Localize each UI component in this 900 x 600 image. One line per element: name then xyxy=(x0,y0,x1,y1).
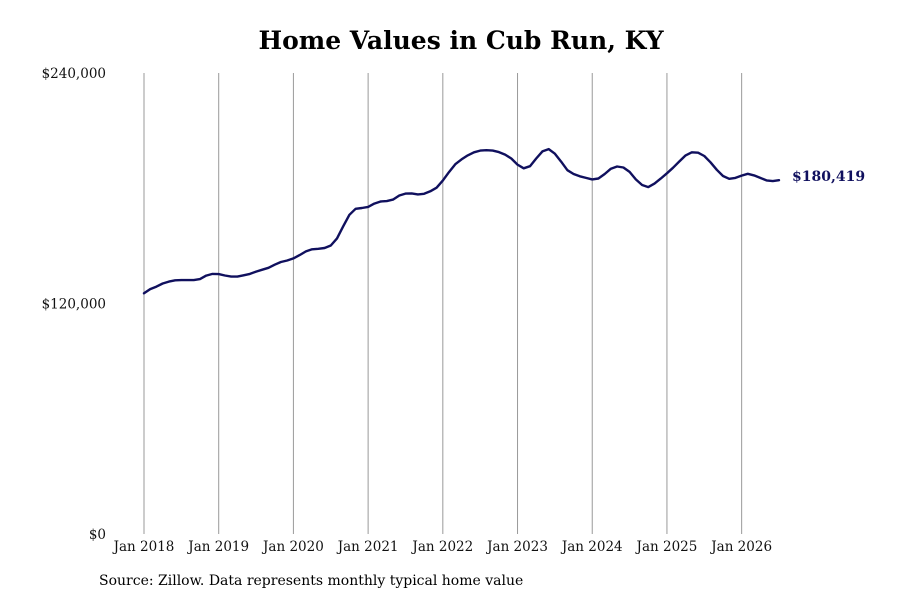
x-tick-label: Jan 2023 xyxy=(485,539,548,555)
x-tick-label: Jan 2024 xyxy=(560,539,623,555)
x-tick-label: Jan 2026 xyxy=(709,539,772,555)
grid-lines xyxy=(143,73,743,534)
x-tick-label: Jan 2020 xyxy=(261,539,324,555)
end-value-label-group: $180,419 xyxy=(792,169,865,185)
x-tick-label: Jan 2025 xyxy=(635,539,698,555)
source-note: Source: Zillow. Data represents monthly … xyxy=(99,573,524,589)
end-value-label: $180,419 xyxy=(792,169,865,185)
series-line-group xyxy=(142,147,781,295)
y-axis-tick-labels: $0 $120,000 $240,000 xyxy=(42,66,106,543)
y-tick-label: $0 xyxy=(89,527,106,543)
x-tick-label: Jan 2019 xyxy=(186,539,249,555)
y-tick-label: $240,000 xyxy=(42,66,106,82)
y-tick-label: $120,000 xyxy=(42,297,106,313)
chart-title: Home Values in Cub Run, KY xyxy=(258,26,664,55)
x-tick-label: Jan 2018 xyxy=(112,539,175,555)
x-tick-label: Jan 2022 xyxy=(410,539,473,555)
home-value-series-line xyxy=(142,147,781,295)
x-tick-label: Jan 2021 xyxy=(336,539,399,555)
x-axis-tick-labels: Jan 2018 Jan 2019 Jan 2020 Jan 2021 Jan 2022… xyxy=(112,539,772,555)
